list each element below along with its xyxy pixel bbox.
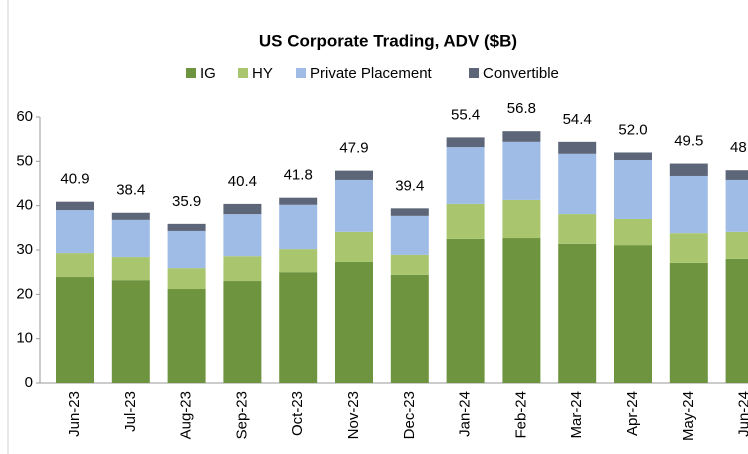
y-tick-label: 50 [16,152,33,169]
bar-segment [446,147,485,204]
bar-segment [279,204,318,250]
legend-swatch [469,68,479,78]
bar-segment [725,258,748,383]
bar-segment [502,141,541,200]
bar-segment [167,289,206,383]
bar-segment [390,274,429,383]
y-tick-label: 0 [25,374,33,391]
y-tick-label: 20 [16,285,33,302]
x-tick-label: Apr-24 [624,391,641,436]
bar-segment [614,245,652,383]
total-label: 35.9 [172,193,201,210]
x-tick-label: Feb-24 [512,391,529,439]
total-label: 41.8 [284,167,313,184]
bar-segment [167,230,206,269]
x-tick-label: May-24 [680,391,697,441]
x-tick-label: Jun-23 [66,391,83,437]
x-tick-label: Jun-24 [736,391,748,437]
bar-segment [279,197,318,205]
bar-segment [223,256,262,282]
total-label: 47.9 [339,140,368,157]
chart-title: US Corporate Trading, ADV ($B) [259,31,517,50]
bar-segment [223,281,262,383]
legend-swatch [296,68,306,78]
bar-segment [335,261,373,383]
y-tick-label: 60 [16,108,33,125]
total-label: 40.4 [228,173,257,190]
x-tick-label: Sep-23 [233,391,250,439]
legend-label: IG [200,65,216,82]
bar-segment [279,272,318,383]
bar-segment [446,203,485,239]
x-tick-label: Dec-23 [401,391,418,439]
y-tick-label: 10 [16,330,33,347]
legend-label: HY [252,65,273,82]
bar-segment [335,179,373,232]
total-label: 52.0 [618,121,647,138]
bar-segment [725,170,748,180]
bar-segment [335,231,373,262]
total-label: 56.8 [507,100,536,117]
legend-swatch [238,68,248,78]
total-label: 40.9 [60,171,89,188]
bar-segment [111,219,150,258]
x-tick-label: Mar-24 [568,391,585,439]
bar-segment [669,262,708,383]
bar-segment [502,131,541,142]
bar-segment [223,203,262,215]
bar-segment [390,208,429,216]
total-label: 54.4 [563,111,592,128]
bar-segment [56,210,94,254]
total-label: 55.4 [451,106,480,123]
bar-segment [502,199,541,239]
bar-segment [56,277,94,383]
bar-segment [56,201,94,211]
x-tick-label: Jan-24 [457,391,474,437]
bar-segment [167,268,206,290]
bar-segment [335,170,373,180]
bar-segment [614,160,652,219]
y-tick-label: 40 [16,197,33,214]
bar-segment [558,141,597,154]
bar-segment [669,163,708,176]
legend-label: Convertible [483,65,559,82]
total-label: 48.0 [730,139,748,156]
bar-segment [167,223,206,231]
bar-segment [614,218,652,246]
total-label: 38.4 [116,182,145,199]
bar-segment [390,254,429,275]
bar-segment [390,215,429,255]
bar-segment [669,233,708,263]
bar-segment [614,152,652,161]
total-label: 39.4 [395,177,424,194]
bar-segment [725,179,748,232]
x-tick-label: Jul-23 [122,391,139,432]
x-tick-label: Oct-23 [289,391,306,436]
y-tick-label: 30 [16,241,33,258]
bar-segment [223,214,262,257]
legend-label: Private Placement [310,65,433,82]
bar-segment [558,243,597,383]
bar-segment [502,238,541,383]
bar-segment [111,212,150,220]
bar-segment [446,137,485,148]
bar-segment [558,153,597,215]
x-tick-label: Nov-23 [345,391,362,439]
bar-segment [111,257,150,281]
bar-segment [56,253,94,278]
bar-segment [669,175,708,234]
legend-swatch [186,68,196,78]
bar-segment [725,231,748,259]
bar-segment [446,238,485,383]
total-label: 49.5 [674,133,703,150]
bar-segment [111,280,150,383]
x-tick-label: Aug-23 [178,391,195,439]
bar-segment [279,249,318,273]
bar-segment [558,214,597,244]
